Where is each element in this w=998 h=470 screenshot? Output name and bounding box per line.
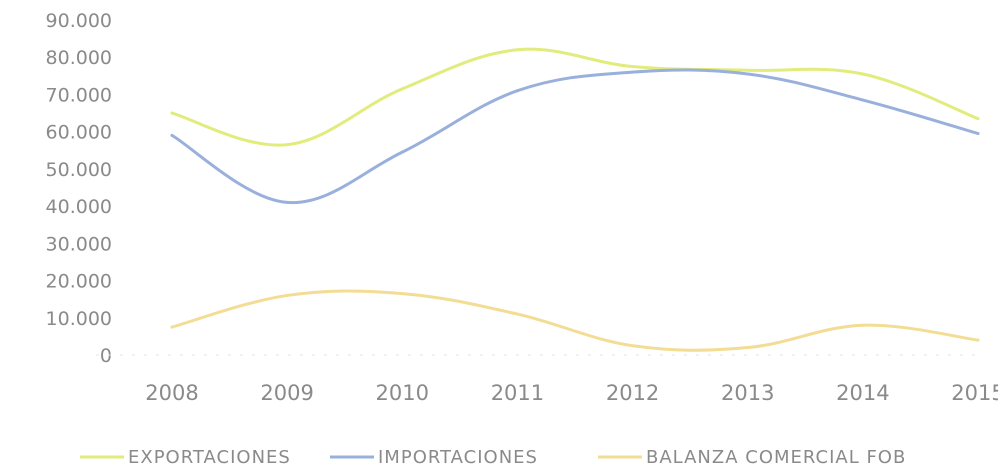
- legend-label: BALANZA COMERCIAL FOB: [646, 447, 906, 468]
- x-tick-label: 2013: [721, 381, 774, 405]
- data-point: [631, 344, 635, 348]
- data-point: [861, 98, 865, 102]
- data-point: [976, 117, 980, 121]
- data-point: [170, 325, 174, 329]
- legend-label: EXPORTACIONES: [128, 447, 291, 468]
- y-tick-label: 80.000: [46, 47, 112, 69]
- data-point: [170, 111, 174, 115]
- data-point: [400, 87, 404, 91]
- x-tick-label: 2015: [951, 381, 998, 405]
- series-line-2: [170, 68, 980, 204]
- y-tick-label: 20.000: [46, 271, 112, 293]
- data-point: [515, 89, 519, 93]
- data-point: [631, 70, 635, 74]
- y-tick-label: 90.000: [46, 10, 112, 32]
- x-tick-label: 2012: [606, 381, 659, 405]
- data-point: [861, 323, 865, 327]
- x-tick-label: 2014: [836, 381, 889, 405]
- y-axis: 0 10.000 20.000 30.000 40.000 50.000 60.000 70.…: [46, 10, 978, 367]
- data-point: [285, 200, 289, 204]
- series-line-3: [170, 289, 980, 352]
- x-tick-label: 2009: [260, 381, 313, 405]
- data-point: [515, 312, 519, 316]
- y-tick-label: 40.000: [46, 196, 112, 218]
- plot-area: [170, 47, 980, 352]
- y-tick-label: 0: [100, 345, 112, 367]
- data-point: [631, 65, 635, 69]
- y-tick-label: 70.000: [46, 84, 112, 106]
- data-point: [976, 338, 980, 342]
- series-line-1: [170, 47, 980, 147]
- y-tick-label: 60.000: [46, 122, 112, 144]
- x-tick-label: 2010: [376, 381, 429, 405]
- data-point: [976, 132, 980, 136]
- y-tick-label: 30.000: [46, 233, 112, 255]
- x-tick-label: 2011: [491, 381, 544, 405]
- data-point: [170, 133, 174, 137]
- data-point: [400, 150, 404, 154]
- legend-label: IMPORTACIONES: [378, 447, 538, 468]
- x-axis: 2008 2009 2010 2011 2012 2013 2014 2015: [145, 381, 998, 405]
- data-point: [861, 72, 865, 76]
- x-tick-label: 2008: [145, 381, 198, 405]
- data-point: [746, 72, 750, 76]
- y-tick-label: 10.000: [46, 308, 112, 330]
- legend: EXPORTACIONES IMPORTACIONES BALANZA COMERC…: [80, 447, 906, 468]
- data-point: [285, 293, 289, 297]
- data-point: [285, 143, 289, 147]
- data-point: [746, 346, 750, 350]
- data-point: [515, 48, 519, 52]
- data-point: [746, 68, 750, 72]
- y-tick-label: 50.000: [46, 159, 112, 181]
- data-point: [400, 292, 404, 296]
